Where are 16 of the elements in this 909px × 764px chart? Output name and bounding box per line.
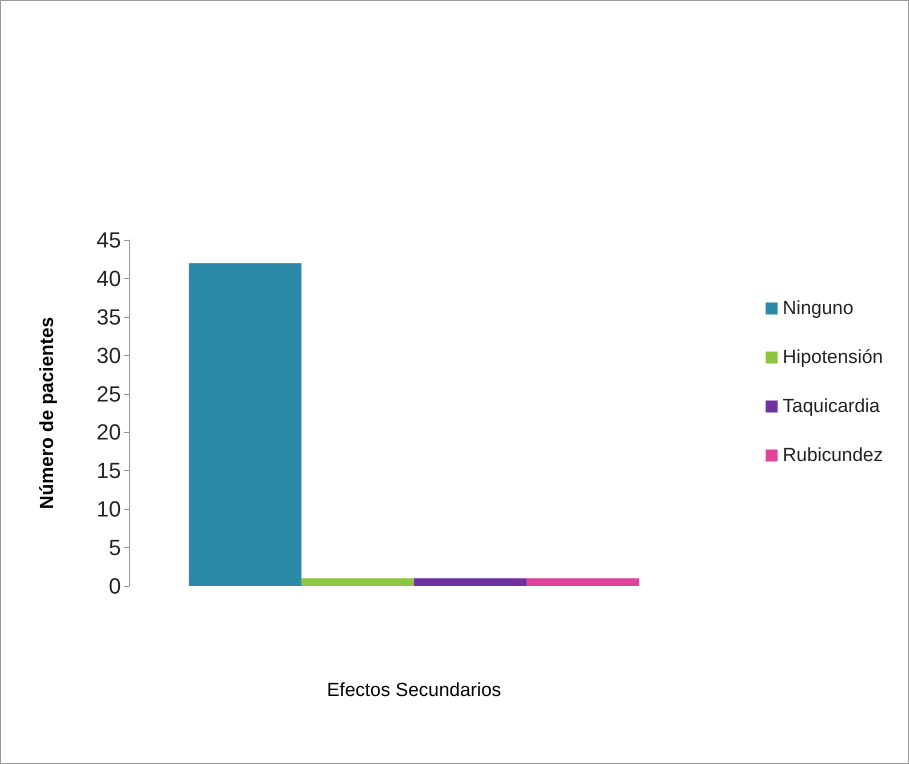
y-tick-label: 0 (108, 574, 121, 598)
y-tick-label: 30 (96, 342, 121, 368)
y-tick-label: 20 (96, 420, 121, 445)
y-tick-label: 40 (96, 266, 121, 291)
y-tick-label: 10 (96, 496, 121, 522)
x-axis-title: Efectos Secundarios (326, 680, 502, 701)
legend-label: Ninguno (782, 298, 854, 319)
y-tick-label: 35 (96, 304, 121, 330)
y-tick-label: 15 (96, 458, 121, 484)
y-axis-title: Número de pacientes (37, 316, 58, 510)
legend-label: Rubicundez (782, 445, 883, 466)
y-tick-label: 45 (96, 228, 121, 252)
legend-label: Hipotensión (782, 347, 883, 368)
y-tick-label: 5 (108, 535, 121, 560)
legend-label: Taquicardia (782, 396, 880, 417)
y-tick-label: 25 (96, 381, 121, 406)
